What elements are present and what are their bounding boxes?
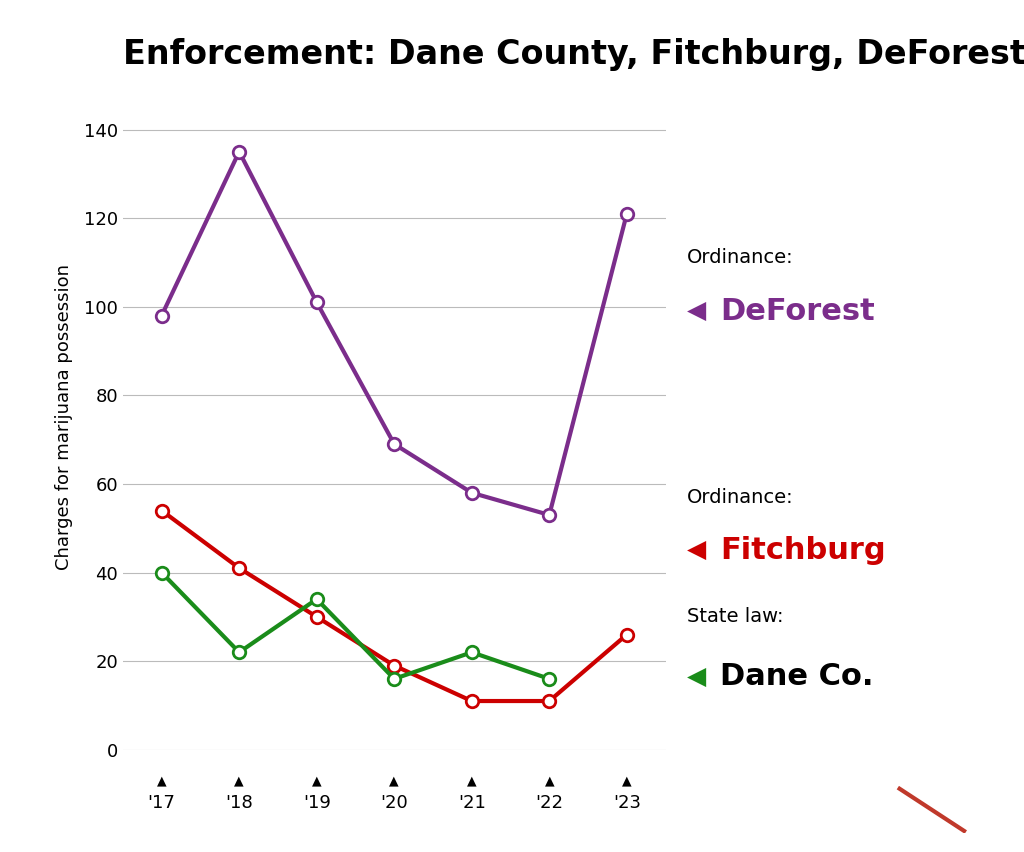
Text: '23: '23 — [612, 794, 641, 812]
Text: ▲: ▲ — [545, 774, 554, 788]
Text: '17: '17 — [147, 794, 175, 812]
Text: '20: '20 — [380, 794, 409, 812]
Text: '19: '19 — [303, 794, 331, 812]
Y-axis label: Charges for marijuana possession: Charges for marijuana possession — [54, 264, 73, 571]
Text: ◀: ◀ — [687, 299, 707, 323]
Text: ◀: ◀ — [687, 538, 707, 562]
Text: Ordinance:: Ordinance: — [687, 487, 794, 507]
Text: Enforcement: Dane County, Fitchburg, DeForest: Enforcement: Dane County, Fitchburg, DeF… — [123, 38, 1024, 72]
Text: ▲: ▲ — [467, 774, 476, 788]
Text: Ordinance:: Ordinance: — [687, 249, 794, 268]
Text: DeForest: DeForest — [720, 296, 874, 325]
Text: Fitchburg: Fitchburg — [720, 536, 886, 565]
Text: '18: '18 — [225, 794, 253, 812]
Polygon shape — [896, 786, 968, 833]
Text: Dane Co.: Dane Co. — [720, 662, 873, 691]
Text: State law:: State law: — [687, 607, 783, 626]
Text: '21: '21 — [458, 794, 485, 812]
Text: ▲: ▲ — [312, 774, 322, 788]
Text: ▲: ▲ — [622, 774, 632, 788]
Text: ▲: ▲ — [157, 774, 167, 788]
Text: '22: '22 — [536, 794, 563, 812]
Text: ▲: ▲ — [234, 774, 244, 788]
Text: ◀: ◀ — [687, 665, 707, 688]
Text: ▲: ▲ — [389, 774, 399, 788]
